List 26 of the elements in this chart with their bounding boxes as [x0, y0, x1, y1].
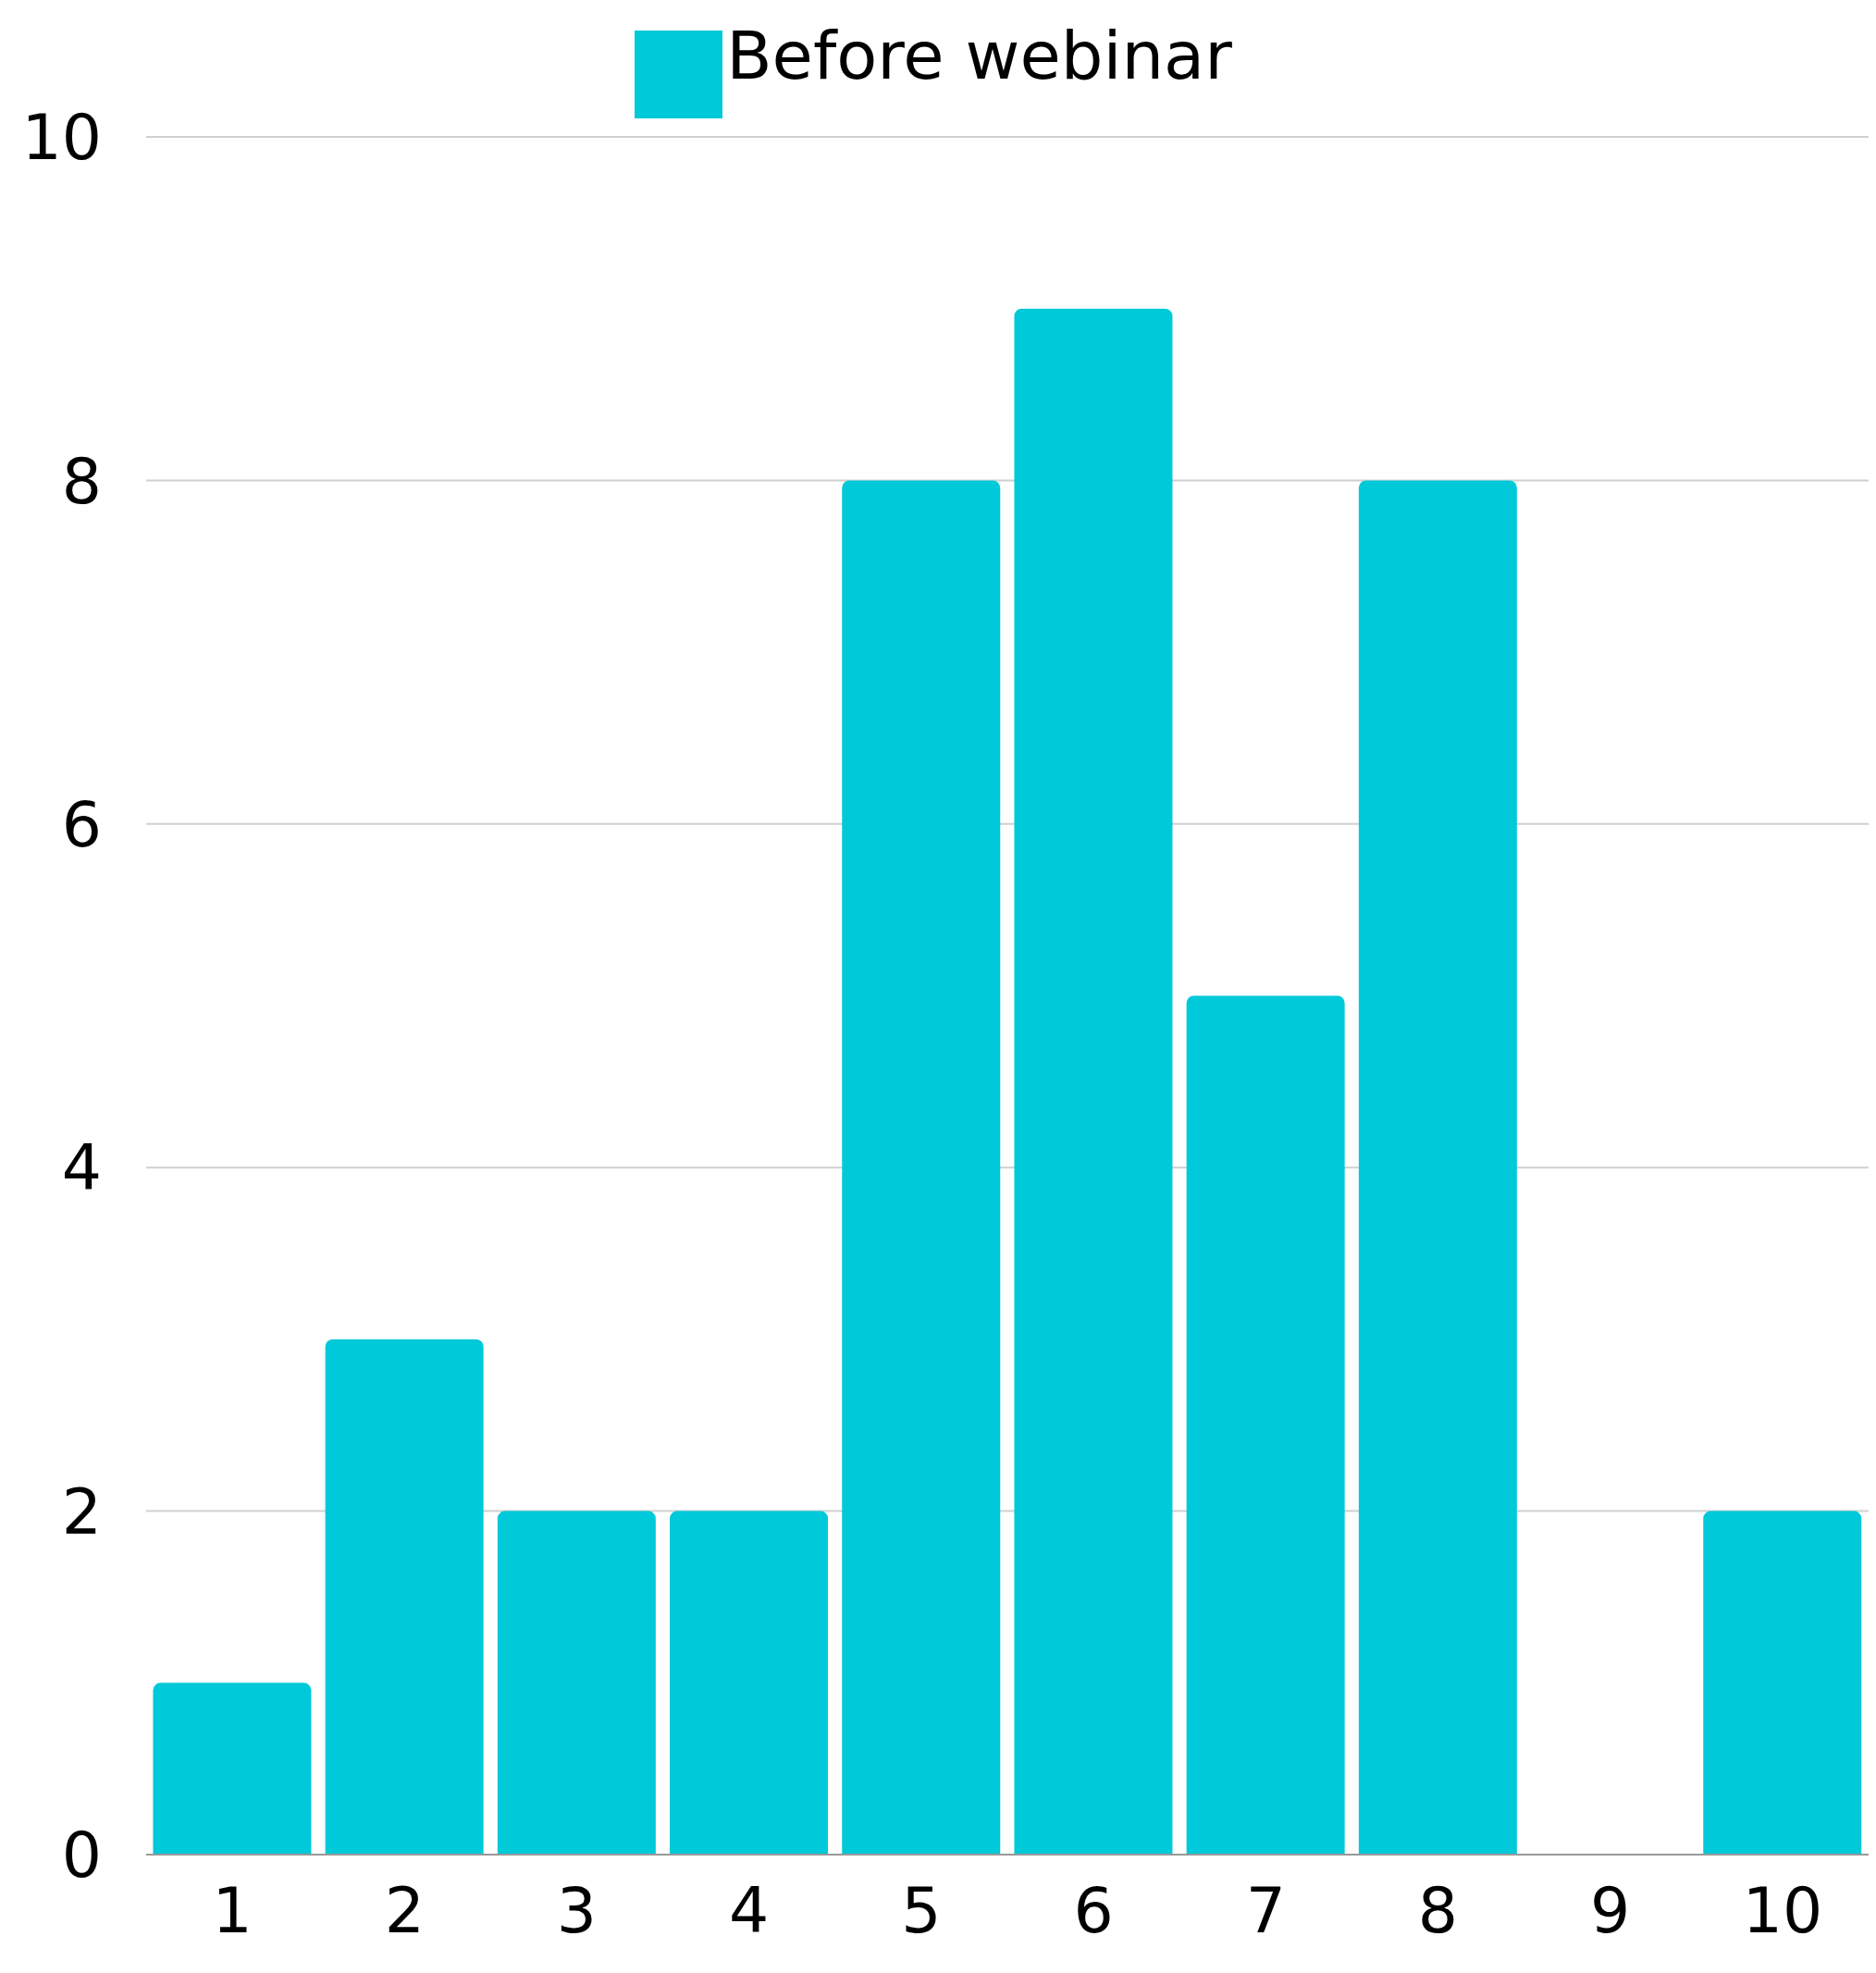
bar: [153, 1683, 312, 1855]
legend-label: Before webinar: [726, 17, 1232, 94]
y-tick-label: 10: [21, 101, 102, 175]
bar: [1186, 995, 1345, 1855]
x-tick-label: 6: [1073, 1874, 1114, 1948]
y-tick-label: 0: [61, 1819, 102, 1893]
x-tick-label: 2: [384, 1874, 425, 1948]
bar: [497, 1511, 656, 1855]
y-tick-label: 4: [61, 1131, 102, 1205]
x-tick-label: 10: [1742, 1874, 1823, 1948]
x-tick-label: 1: [212, 1874, 253, 1948]
x-tick-label: 9: [1590, 1874, 1631, 1948]
y-tick-label: 8: [61, 444, 102, 518]
bar: [1703, 1511, 1862, 1855]
x-tick-label: 5: [901, 1874, 942, 1948]
y-tick-label: 2: [61, 1474, 102, 1548]
bar: [1358, 480, 1517, 1855]
y-tick-label: 6: [61, 787, 102, 861]
bar: [670, 1511, 829, 1855]
x-tick-label: 8: [1417, 1874, 1459, 1948]
x-tick-label: 4: [729, 1874, 770, 1948]
bar: [1014, 308, 1173, 1855]
x-tick-label: 3: [556, 1874, 598, 1948]
bar: [842, 480, 1001, 1855]
bar: [325, 1338, 484, 1855]
x-tick-label: 7: [1245, 1874, 1286, 1948]
